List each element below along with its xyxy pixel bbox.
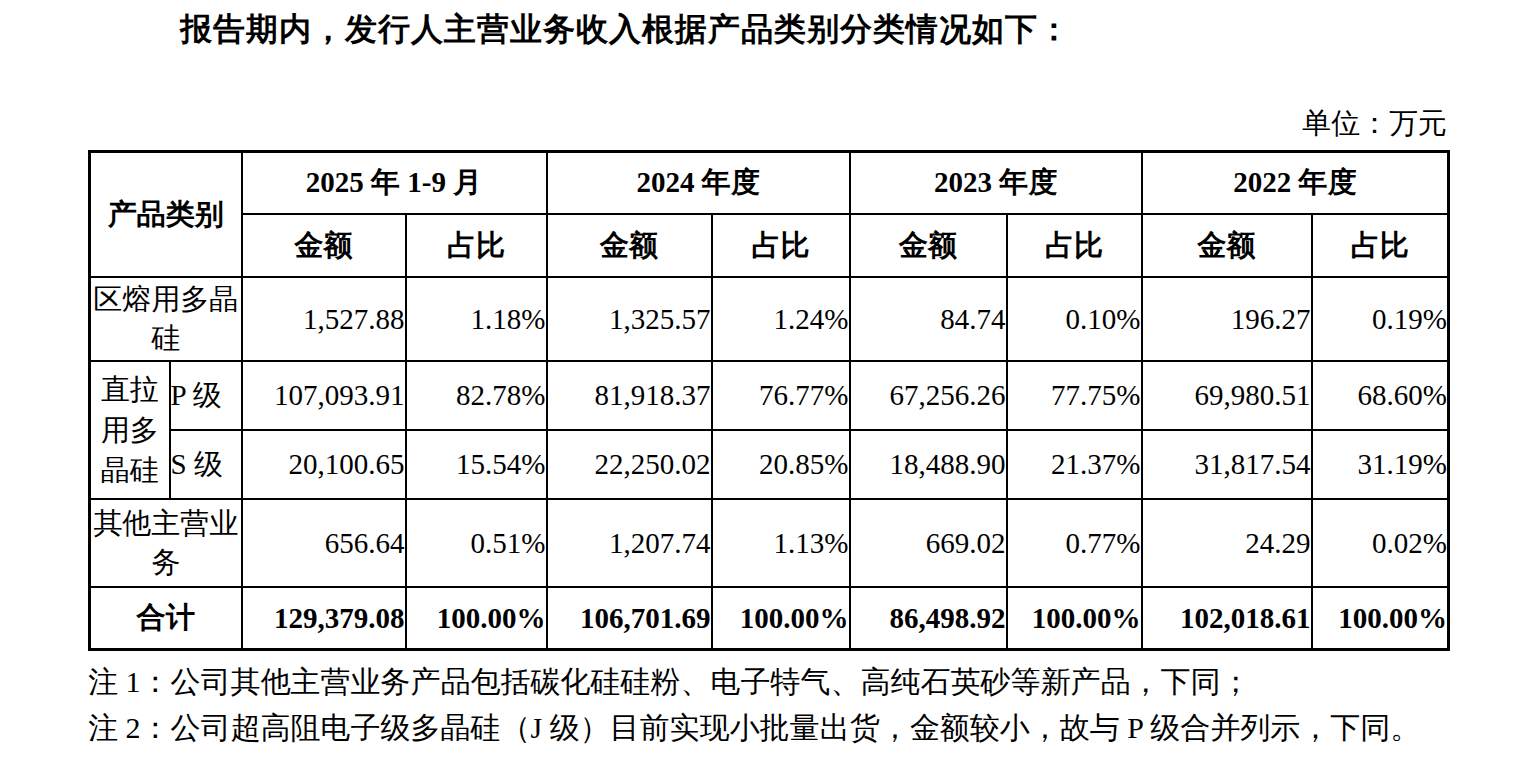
ratio-cell: 0.51%	[406, 499, 547, 587]
amount-cell: 669.02	[850, 499, 1007, 587]
ratio-header-2024: 占比	[712, 214, 850, 277]
ratio-cell: 100.00%	[1007, 587, 1142, 650]
amount-cell: 196.27	[1142, 277, 1312, 361]
ratio-cell: 15.54%	[406, 430, 547, 499]
ratio-cell: 20.85%	[712, 430, 850, 499]
ratio-cell: 31.19%	[1312, 430, 1449, 499]
ratio-header-2025: 占比	[406, 214, 547, 277]
amount-cell: 24.29	[1142, 499, 1312, 587]
ratio-cell: 0.77%	[1007, 499, 1142, 587]
period-header-2023: 2023 年度	[850, 152, 1142, 215]
amount-header-2022: 金额	[1142, 214, 1312, 277]
ratio-cell: 0.02%	[1312, 499, 1449, 587]
table-row-total: 合计 129,379.08 100.00% 106,701.69 100.00%…	[90, 587, 1449, 650]
header-row-periods: 产品类别 2025 年 1-9 月 2024 年度 2023 年度 2022 年…	[90, 152, 1449, 215]
ratio-cell: 1.24%	[712, 277, 850, 361]
amount-header-2024: 金额	[547, 214, 712, 277]
amount-header-2023: 金额	[850, 214, 1007, 277]
amount-cell: 102,018.61	[1142, 587, 1312, 650]
ratio-cell: 100.00%	[1312, 587, 1449, 650]
amount-cell: 1,207.74	[547, 499, 712, 587]
ratio-cell: 1.18%	[406, 277, 547, 361]
ratio-header-2023: 占比	[1007, 214, 1142, 277]
ratio-cell: 77.75%	[1007, 361, 1142, 430]
row-label: 其他主营业务	[90, 499, 242, 587]
table-row-cz-polysilicon-s-grade: S 级 20,100.65 15.54% 22,250.02 20.85% 18…	[90, 430, 1449, 499]
ratio-cell: 0.19%	[1312, 277, 1449, 361]
ratio-cell: 100.00%	[406, 587, 547, 650]
sub-label-s-grade: S 级	[170, 430, 242, 499]
amount-cell: 20,100.65	[242, 430, 406, 499]
amount-cell: 656.64	[242, 499, 406, 587]
amount-cell: 81,918.37	[547, 361, 712, 430]
amount-cell: 67,256.26	[850, 361, 1007, 430]
amount-cell: 84.74	[850, 277, 1007, 361]
amount-cell: 106,701.69	[547, 587, 712, 650]
ratio-cell: 76.77%	[712, 361, 850, 430]
unit-label: 单位：万元	[88, 104, 1447, 144]
category-header-cell: 产品类别	[90, 152, 242, 278]
ratio-cell: 82.78%	[406, 361, 547, 430]
footnote-2: 注 2：公司超高阻电子级多晶硅（J 级）目前实现小批量出货，金额较小，故与 P …	[88, 705, 1453, 751]
group-label-cz-polysilicon: 直拉用多晶硅	[90, 361, 170, 499]
row-label: 区熔用多晶硅	[90, 277, 242, 361]
amount-cell: 69,980.51	[1142, 361, 1312, 430]
period-header-2022: 2022 年度	[1142, 152, 1449, 215]
ratio-cell: 0.10%	[1007, 277, 1142, 361]
amount-cell: 129,379.08	[242, 587, 406, 650]
amount-cell: 86,498.92	[850, 587, 1007, 650]
total-label: 合计	[90, 587, 242, 650]
amount-cell: 31,817.54	[1142, 430, 1312, 499]
amount-cell: 1,325.57	[547, 277, 712, 361]
table-row-float-zone-polysilicon: 区熔用多晶硅 1,527.88 1.18% 1,325.57 1.24% 84.…	[90, 277, 1449, 361]
header-row-subcolumns: 金额 占比 金额 占比 金额 占比 金额 占比	[90, 214, 1449, 277]
amount-header-2025: 金额	[242, 214, 406, 277]
amount-cell: 18,488.90	[850, 430, 1007, 499]
ratio-cell: 68.60%	[1312, 361, 1449, 430]
footnote-1: 注 1：公司其他主营业务产品包括碳化硅硅粉、电子特气、高纯石英砂等新产品，下同；	[88, 659, 1453, 705]
revenue-by-product-table: 产品类别 2025 年 1-9 月 2024 年度 2023 年度 2022 年…	[88, 150, 1450, 651]
table-row-other-main-business: 其他主营业务 656.64 0.51% 1,207.74 1.13% 669.0…	[90, 499, 1449, 587]
period-header-2024: 2024 年度	[547, 152, 850, 215]
page-title: 报告期内，发行人主营业务收入根据产品类别分类情况如下：	[180, 8, 1522, 52]
period-header-2025: 2025 年 1-9 月	[242, 152, 547, 215]
document-page: 报告期内，发行人主营业务收入根据产品类别分类情况如下： 单位：万元 产品类别 2…	[0, 0, 1522, 784]
amount-cell: 107,093.91	[242, 361, 406, 430]
amount-cell: 1,527.88	[242, 277, 406, 361]
footnotes: 注 1：公司其他主营业务产品包括碳化硅硅粉、电子特气、高纯石英砂等新产品，下同；…	[88, 659, 1453, 751]
ratio-cell: 1.13%	[712, 499, 850, 587]
sub-label-p-grade: P 级	[170, 361, 242, 430]
table-row-cz-polysilicon-p-grade: 直拉用多晶硅 P 级 107,093.91 82.78% 81,918.37 7…	[90, 361, 1449, 430]
ratio-header-2022: 占比	[1312, 214, 1449, 277]
ratio-cell: 21.37%	[1007, 430, 1142, 499]
amount-cell: 22,250.02	[547, 430, 712, 499]
ratio-cell: 100.00%	[712, 587, 850, 650]
